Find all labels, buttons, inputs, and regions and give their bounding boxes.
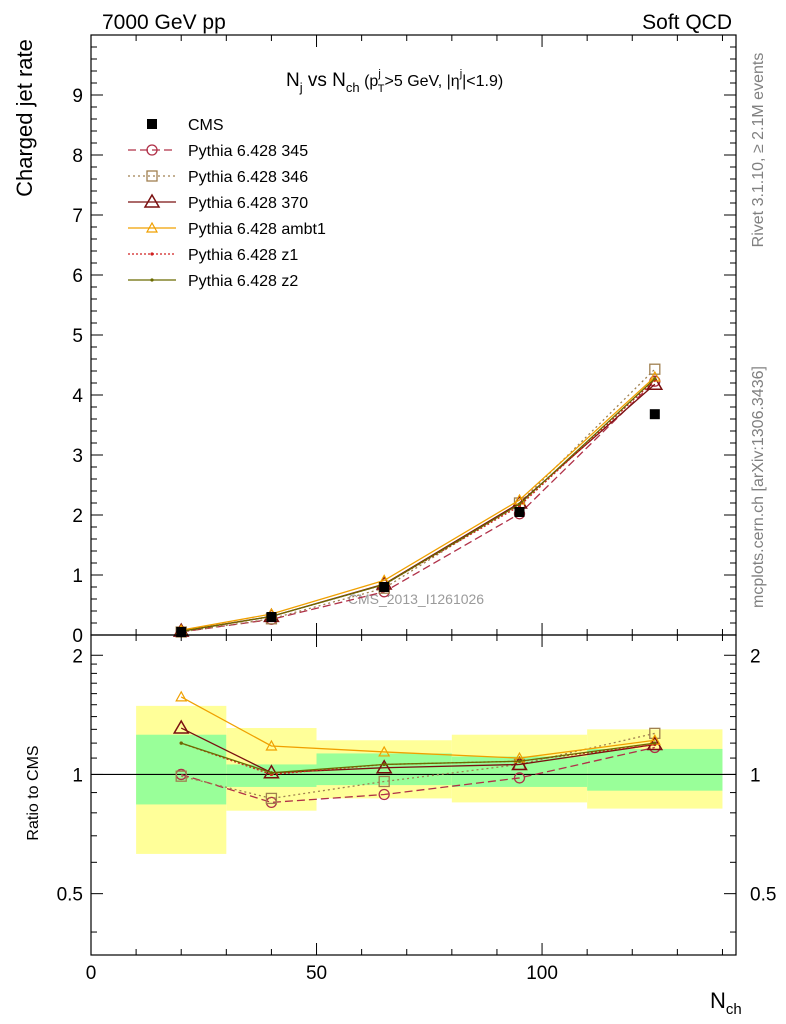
main-ytick-label: 0 <box>72 626 83 647</box>
main-ytick-label: 6 <box>72 266 83 287</box>
xlabel: Nch <box>710 988 742 1018</box>
ratio-series-point-5 <box>382 762 386 767</box>
xtick-label: 50 <box>306 963 327 984</box>
ratio-series-point-0 <box>378 788 390 801</box>
ratio-ytick-label-right: 2 <box>750 646 761 667</box>
main-series-point-1 <box>649 363 661 375</box>
ratio-series-point-3 <box>265 739 278 751</box>
legend-marker-4 <box>150 252 154 256</box>
main-title-sub: ch <box>346 80 360 95</box>
xtick-label: 100 <box>526 963 558 984</box>
side-label-bottom: mcplots.cern.ch [arXiv:1306.3436] <box>750 366 767 608</box>
ratio-series-point-2 <box>375 759 393 774</box>
ratio-series-line-2 <box>180 727 655 774</box>
ratio-series-point-5 <box>269 771 274 775</box>
legend-label-3: Pythia 6.428 ambt1 <box>188 221 326 238</box>
data-point <box>514 507 525 517</box>
ratio-series-line-3 <box>180 696 655 759</box>
xlabel-main: N <box>710 988 726 1013</box>
main-series-point-5 <box>653 377 657 381</box>
axes: 0 1 2 3 4 5 6 7 8 9 0 50 100 0.5 0.5 1 1 2 2 <box>57 34 776 984</box>
ratio-series-point-2 <box>172 719 190 734</box>
ratio-band-inner <box>587 748 723 791</box>
ratio-series-point-3 <box>378 745 391 757</box>
ratio-ytick-label: 1 <box>72 765 83 786</box>
xlabel-sub: ch <box>726 1001 742 1018</box>
ratio-series-point-0 <box>513 772 526 784</box>
ratio-bands <box>91 705 736 854</box>
main-series-point-5 <box>517 502 522 506</box>
main-title-sub: T <box>378 83 385 95</box>
main-ytick-label: 2 <box>72 506 83 527</box>
main-title-sup: j <box>377 68 380 80</box>
main-ytick-label: 9 <box>72 86 83 107</box>
ratio-ytick-label: 2 <box>72 646 83 667</box>
ratio-series-point-5 <box>517 759 522 763</box>
main-title-sup: j <box>459 68 462 80</box>
legend-marker-3 <box>145 221 159 233</box>
watermark: CMS_2013_I1261026 <box>348 591 484 607</box>
legend-label-2: Pythia 6.428 370 <box>188 195 308 212</box>
legend-label-4: Pythia 6.428 z1 <box>188 247 298 264</box>
main-series-line-3 <box>181 376 656 631</box>
ratio-ylabel: Ratio to CMS <box>25 745 42 840</box>
xtick-label: 0 <box>86 963 97 984</box>
main-title-part: (p <box>360 73 379 90</box>
main-ytick-label: 4 <box>72 386 83 407</box>
header-left: 7000 GeV pp <box>102 11 226 34</box>
legend-marker-5 <box>150 278 154 282</box>
ratio-series-point-2 <box>511 755 528 771</box>
header-right: Soft QCD <box>642 11 732 34</box>
legend-label-1: Pythia 6.428 346 <box>188 169 308 186</box>
legend-label-0: Pythia 6.428 345 <box>188 143 308 160</box>
ratio-series-point-3 <box>175 690 188 702</box>
main-title-part: |<1.9) <box>462 73 503 90</box>
ratio-ytick-label: 0.5 <box>57 885 83 906</box>
ratio-series-point-1 <box>175 770 187 782</box>
ratio-series-point-5 <box>653 741 657 745</box>
ratio-ytick-label-right: 0.5 <box>750 885 776 906</box>
legend-marker-2 <box>143 193 161 208</box>
ratio-series-point-1 <box>378 775 390 788</box>
legend: CMS Pythia 6.428 345 Pythia 6.428 346 Pythi… <box>128 117 326 290</box>
ratio-series-point-5 <box>179 741 183 745</box>
legend-label-5: Pythia 6.428 z2 <box>188 273 298 290</box>
main-ytick-label: 8 <box>72 146 83 167</box>
main-ytick-label: 1 <box>72 566 83 587</box>
legend-marker-1 <box>146 170 158 182</box>
data-point <box>266 612 277 622</box>
ratio-series-group <box>172 690 664 809</box>
main-ylabel: Charged jet rate <box>12 39 37 197</box>
ratio-ytick-label-right: 1 <box>750 765 761 786</box>
main-title: Nj vs Nch (pj T>5 GeV, |ηj|<1.9) <box>286 68 503 95</box>
main-series-group <box>172 363 664 638</box>
main-title-part: >5 GeV, |η <box>385 73 460 90</box>
main-title-part: vs N <box>303 70 346 91</box>
ratio-series-line-1 <box>181 732 655 800</box>
ratio-series-line-0 <box>181 746 655 804</box>
main-ytick-label: 5 <box>72 326 83 347</box>
main-ytick-label: 7 <box>72 206 83 227</box>
data-point <box>379 582 390 592</box>
main-ytick-label: 3 <box>72 446 83 467</box>
data-point <box>649 409 660 420</box>
legend-marker-data <box>147 119 157 129</box>
main-title-sub: j <box>299 80 303 95</box>
main-title-part: N <box>286 70 300 91</box>
ratio-series-point-1 <box>265 792 278 805</box>
legend-marker-0 <box>146 144 158 156</box>
ratio-frame <box>90 634 737 956</box>
side-label-top: Rivet 3.1.10, ≥ 2.1M events <box>750 53 767 248</box>
legend-label-data: CMS <box>188 117 224 134</box>
